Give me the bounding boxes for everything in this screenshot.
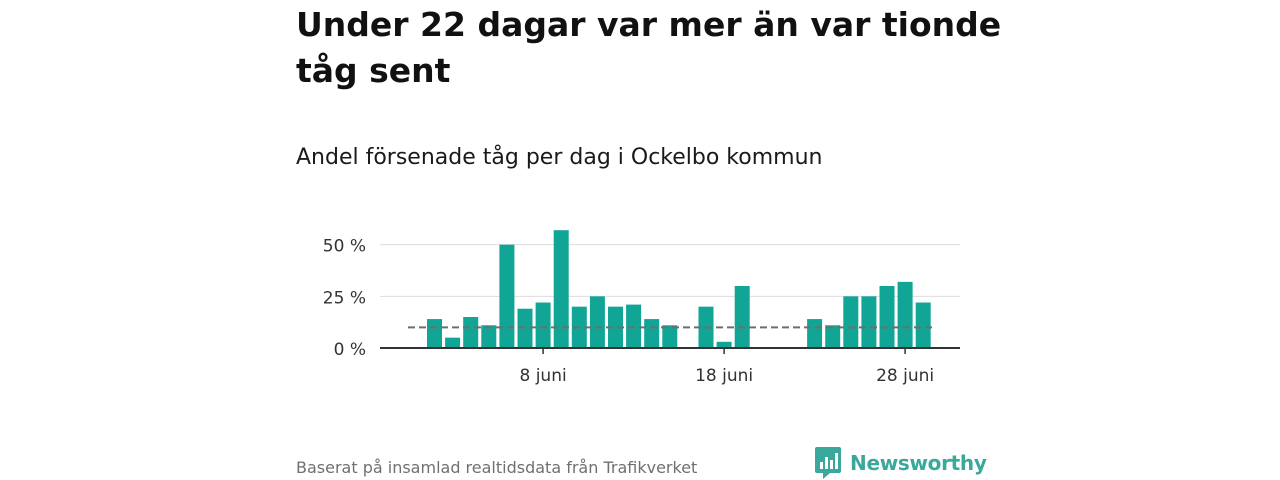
chart-title: Under 22 dagar var mer än var tionde tåg… bbox=[296, 5, 1002, 90]
bars bbox=[427, 230, 931, 348]
x-tick-label: 8 juni bbox=[519, 366, 566, 386]
bar bbox=[463, 317, 479, 348]
bar bbox=[589, 296, 605, 348]
bar bbox=[843, 296, 859, 348]
bar bbox=[879, 286, 895, 348]
bar bbox=[807, 319, 823, 348]
bar bbox=[626, 304, 642, 348]
y-tick-label: 50 % bbox=[323, 237, 366, 257]
bar bbox=[897, 281, 913, 348]
bar bbox=[427, 319, 442, 348]
x-tick-label: 28 juni bbox=[876, 366, 934, 386]
bar bbox=[644, 319, 660, 348]
bar bbox=[535, 302, 551, 348]
bar bbox=[445, 337, 461, 348]
source-note: Baserat på insamlad realtidsdata från Tr… bbox=[296, 458, 698, 477]
bar bbox=[861, 296, 877, 348]
bar bbox=[553, 230, 569, 348]
y-tick-label: 0 % bbox=[334, 340, 366, 360]
bar-chart: 0 % 25 % 50 % 8 juni 18 juni 28 juni bbox=[323, 230, 960, 386]
y-axis-ticks: 0 % 25 % 50 % bbox=[323, 237, 366, 360]
newsworthy-logo-icon bbox=[815, 447, 841, 479]
bar bbox=[517, 308, 533, 348]
bar bbox=[608, 306, 623, 348]
bar bbox=[734, 286, 750, 348]
y-tick-label: 25 % bbox=[323, 288, 366, 308]
gridlines bbox=[380, 244, 960, 297]
chart-subtitle: Andel försenade tåg per dag i Ockelbo ko… bbox=[296, 145, 823, 170]
bar bbox=[481, 325, 497, 348]
bar bbox=[662, 325, 678, 348]
bar bbox=[499, 244, 515, 348]
bar bbox=[915, 302, 931, 348]
bar bbox=[716, 341, 732, 348]
x-axis-ticks: 8 juni 18 juni 28 juni bbox=[519, 348, 934, 386]
x-tick-label: 18 juni bbox=[695, 366, 753, 386]
newsworthy-logo: Newsworthy bbox=[814, 446, 987, 480]
brand-name: Newsworthy bbox=[850, 451, 987, 475]
bar bbox=[825, 325, 841, 348]
